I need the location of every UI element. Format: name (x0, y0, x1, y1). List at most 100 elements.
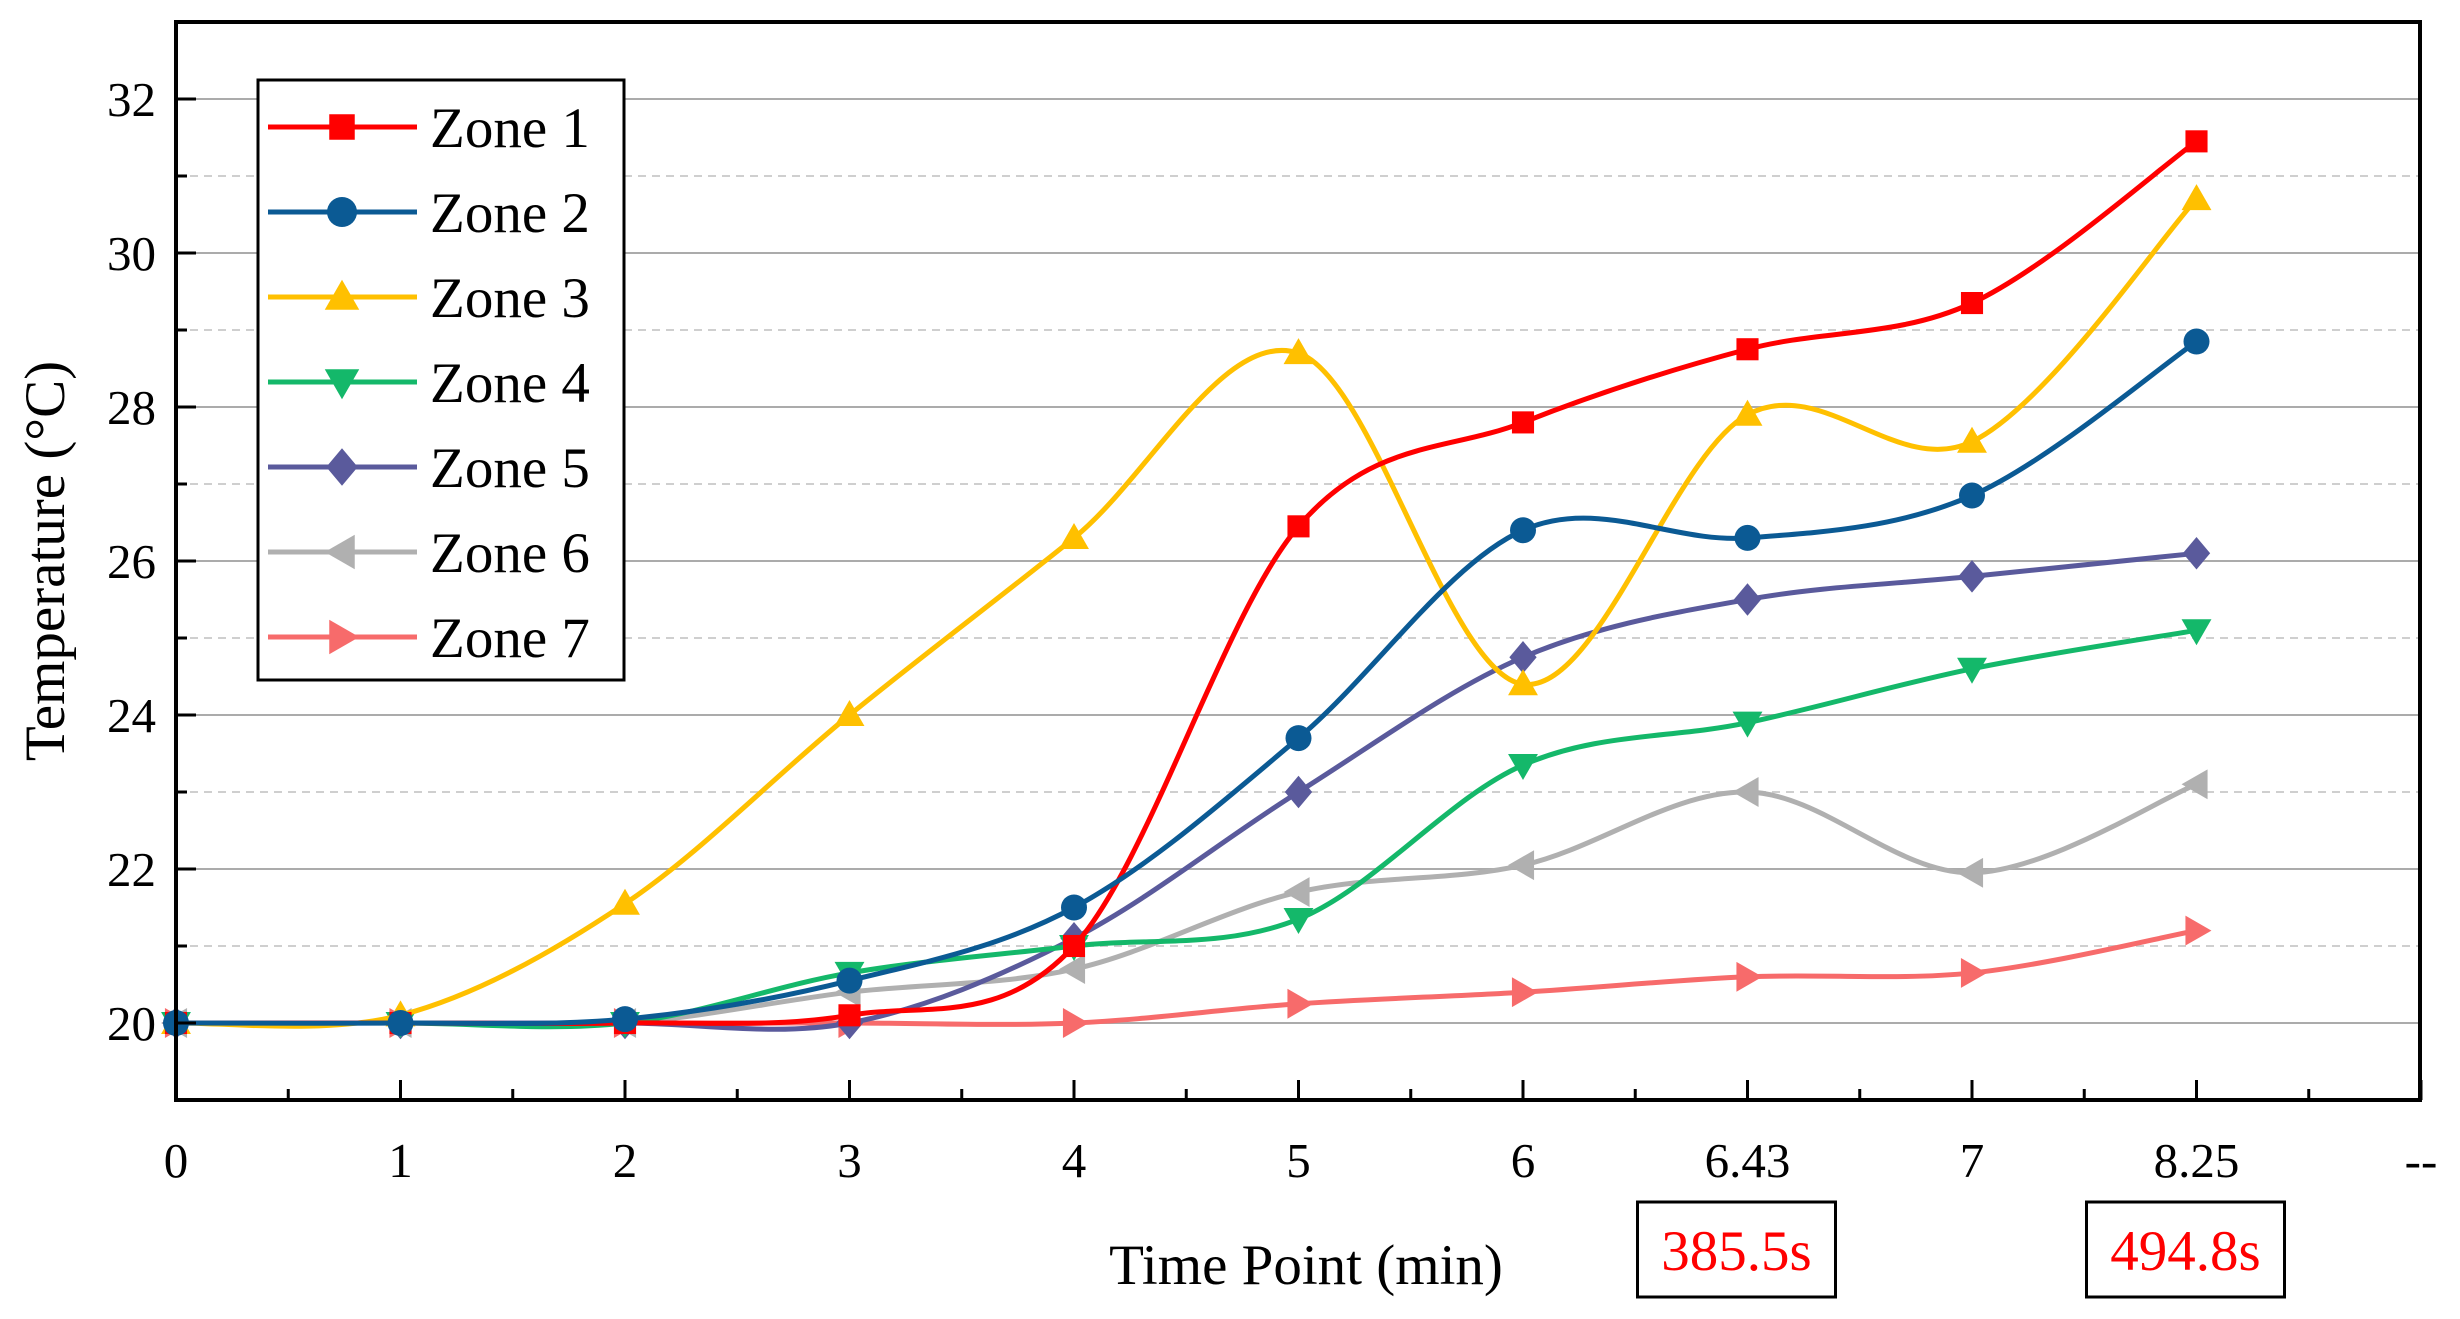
series-point (834, 700, 865, 727)
series-point (324, 279, 360, 310)
series-point (2181, 619, 2212, 646)
series-point (1061, 894, 1087, 921)
y-tick-label: 28 (107, 380, 156, 435)
annotation-label: 494.8s (2110, 1220, 2260, 1283)
series-zone-2 (163, 328, 2210, 1036)
series-point (836, 967, 863, 994)
series-point (1732, 711, 1763, 738)
legend-label: Zone 4 (430, 352, 590, 415)
series-point (1508, 754, 1538, 780)
x-tick-label: 7 (1960, 1133, 1985, 1188)
y-axis-title: Temperature (°C) (14, 361, 77, 761)
series-point (329, 114, 355, 140)
legend-label: Zone 3 (430, 267, 590, 330)
series-point (1957, 857, 1984, 888)
series-point (2181, 184, 2212, 211)
series-point (1734, 524, 1761, 551)
series-point (2181, 769, 2208, 800)
y-tick-label: 24 (107, 688, 156, 743)
series-point (2185, 130, 2208, 153)
series-point (324, 369, 360, 400)
series-point (1509, 641, 1537, 674)
annotations: 385.5s 494.8s (1636, 1200, 2286, 1299)
y-tick-label: 20 (107, 996, 156, 1051)
series-point (1059, 522, 1089, 549)
series-point (1284, 775, 1313, 809)
series-point (327, 197, 357, 227)
series-point (329, 619, 360, 655)
series-point (387, 1010, 414, 1036)
legend-label: Zone 6 (430, 522, 590, 585)
series-lines (161, 130, 2212, 1040)
series-point (1736, 338, 1759, 361)
legend-item: Zone 4 (268, 352, 590, 415)
y-tick-label: 30 (107, 226, 156, 281)
x-tick-label: 8.25 (2154, 1133, 2240, 1188)
x-tick-label: 0 (164, 1133, 189, 1188)
legend-item: Zone 5 (268, 437, 590, 500)
series-zone-7 (164, 915, 2212, 1038)
series-point (1285, 725, 1312, 752)
series-line (175, 928, 2197, 1027)
legend-item: Zone 7 (268, 607, 590, 670)
annotation-box: 385.5s (1636, 1200, 1837, 1299)
x-tick-label: 6 (1511, 1133, 1536, 1188)
series-point (1283, 877, 1310, 908)
legend-item: Zone 3 (268, 267, 590, 330)
series-point (1957, 426, 1987, 453)
series-point (838, 1004, 861, 1027)
series-point (1732, 777, 1759, 807)
series-point (1062, 934, 1086, 958)
series-point (1957, 657, 1987, 684)
series-point (2182, 537, 2211, 570)
series-point (1511, 411, 1535, 434)
series-point (1508, 669, 1538, 696)
annotation-frame (2085, 1200, 2286, 1299)
series-point (1960, 292, 1984, 315)
series-point (1062, 1008, 1089, 1038)
series-point (1736, 961, 1763, 992)
annotation-box: 494.8s (2085, 1200, 2286, 1299)
series-point (1508, 850, 1535, 881)
legend-label: Zone 2 (430, 182, 590, 245)
legend-item: Zone 1 (268, 97, 590, 160)
series-point (610, 888, 640, 915)
series-point (1510, 517, 1536, 544)
y-tick-label: 22 (107, 842, 156, 897)
annotation-label: 385.5s (1661, 1220, 1811, 1283)
x-tick-label: -- (2405, 1133, 2438, 1188)
series-point (1059, 954, 1086, 985)
series-point (1283, 338, 1314, 365)
x-tick-label: 3 (837, 1133, 862, 1188)
x-axis-title: Time Point (min) (1109, 1234, 1503, 1297)
y-tick-label: 32 (107, 72, 156, 127)
legend-label: Zone 1 (430, 97, 590, 160)
series-point (2185, 915, 2212, 946)
y-tick-label: 26 (107, 534, 156, 589)
series-point (1958, 560, 1986, 593)
series-point (1732, 399, 1763, 426)
x-tick-label: 6.43 (1705, 1133, 1791, 1188)
x-tick-label: 1 (388, 1133, 413, 1188)
axes: 20 22 24 26 28 30 32 0 1 2 3 4 5 6 6.43 7 8.25 -- (107, 72, 2437, 1188)
series-point (326, 448, 358, 486)
legend-label: Zone 7 (430, 607, 590, 670)
series-line (175, 197, 2199, 1029)
x-tick-label: 4 (1062, 1133, 1087, 1188)
series-point (1287, 988, 1314, 1019)
legend-item: Zone 6 (268, 522, 590, 585)
series-line (175, 627, 2197, 1030)
series-zone-6 (161, 769, 2208, 1038)
series-line (175, 339, 2198, 1026)
series-point (2183, 328, 2210, 355)
series-point (1283, 908, 1314, 934)
annotation-frame (1636, 1200, 1837, 1299)
x-tick-label: 2 (613, 1133, 638, 1188)
legend-item: Zone 2 (268, 182, 590, 245)
series-point (1511, 977, 1538, 1008)
legend: Zone 1 Zone 2 Zone 3 Zone 4 Zone 5 Zone 6 Zone… (256, 78, 626, 682)
series-point (324, 534, 355, 570)
series-point (1733, 583, 1762, 616)
series-point (612, 1006, 638, 1033)
series-point (1960, 958, 1987, 988)
